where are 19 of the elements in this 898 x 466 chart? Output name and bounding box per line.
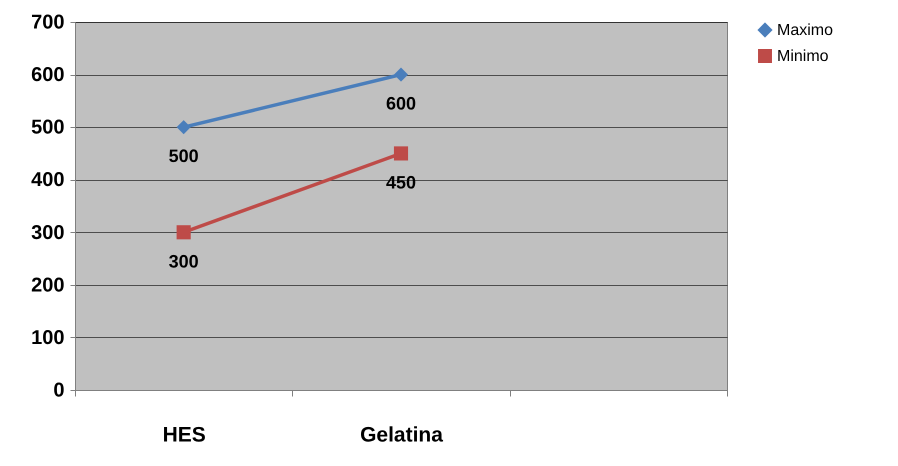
y-tick-label: 700 — [31, 12, 64, 34]
y-tick-label: 500 — [31, 116, 64, 139]
x-tick-label: Gelatina — [360, 424, 444, 446]
point — [394, 68, 408, 82]
y-tick-label: 300 — [31, 222, 64, 244]
y-tick-label: 400 — [31, 169, 64, 192]
y-tick-label: 100 — [31, 326, 64, 349]
legend-label: Minimo — [777, 48, 829, 65]
y-tick-label: 600 — [31, 64, 64, 86]
data-label: 300 — [168, 251, 199, 272]
y-tick-label: 200 — [31, 274, 64, 296]
point — [394, 146, 408, 160]
x-tick-label: HES — [162, 424, 206, 446]
point — [176, 120, 191, 134]
point — [176, 225, 191, 240]
data-label: 600 — [386, 94, 416, 114]
legend-label: Maximo — [777, 22, 834, 39]
y-tick-label: 0 — [53, 380, 64, 402]
data-label: 500 — [168, 146, 199, 166]
